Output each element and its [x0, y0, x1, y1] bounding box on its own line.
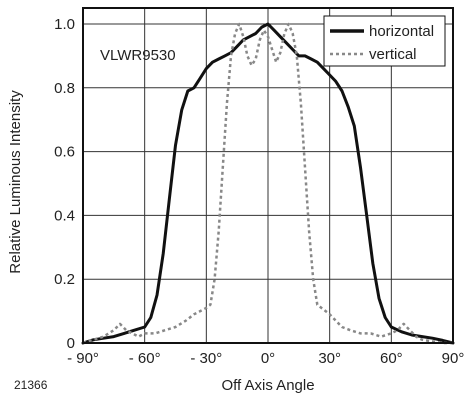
tick-labels: - 90° - 60° - 30° 0° 30° 60° 90° 0 0.2 0.4 0.6 0.8 1…: [54, 16, 464, 367]
legend-label-horizontal: horizontal: [369, 23, 434, 40]
x-tick-label: - 60°: [129, 350, 161, 367]
plot-frame: [82, 7, 454, 344]
series-layer: [81, 22, 455, 345]
annotation-label: VLWR9530: [100, 47, 176, 64]
x-tick-label: 0°: [261, 350, 275, 367]
series-line-vertical: [82, 22, 453, 345]
y-tick-label: 0: [67, 335, 75, 352]
x-tick-label: - 90°: [67, 350, 99, 367]
legend: horizontal vertical: [323, 15, 446, 67]
x-tick-label: 30°: [318, 350, 341, 367]
figure-id: 21366: [14, 378, 48, 392]
x-tick-label: - 30°: [190, 350, 222, 367]
x-tick-label: 60°: [380, 350, 403, 367]
x-axis-title: Off Axis Angle: [221, 377, 314, 394]
series-line-horizontal: [81, 22, 455, 345]
y-tick-label: 1.0: [54, 16, 75, 33]
y-tick-label: 0.4: [54, 207, 75, 224]
x-tick-label: 90°: [442, 350, 464, 367]
y-axis-title: Relative Luminous Intensity: [7, 90, 24, 274]
y-tick-label: 0.2: [54, 271, 75, 288]
legend-label-vertical: vertical: [369, 46, 417, 63]
y-tick-label: 0.8: [54, 80, 75, 97]
y-tick-label: 0.6: [54, 144, 75, 161]
legend-box: [323, 15, 446, 67]
